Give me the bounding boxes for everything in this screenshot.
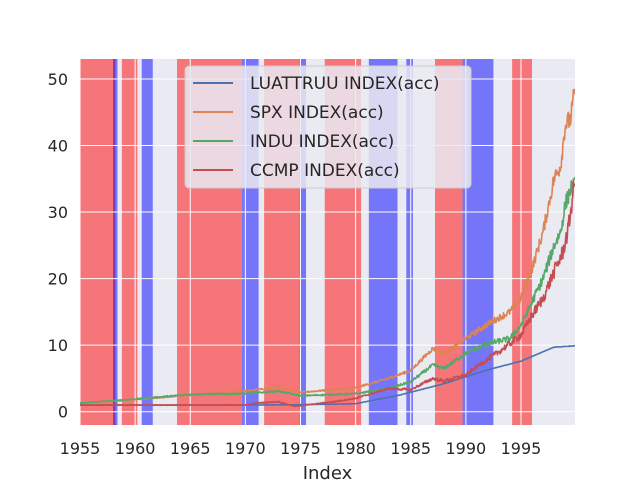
x-tick-label: 1965 (170, 439, 211, 458)
x-tick-label: 1995 (501, 439, 542, 458)
x-tick-label: 1970 (225, 439, 266, 458)
shaded-region-red (121, 59, 138, 425)
y-tick-label: 0 (58, 403, 68, 422)
y-tick-labels: 0 10 20 30 40 50 (48, 70, 68, 422)
x-tick-label: 1975 (280, 439, 321, 458)
x-tick-label: 1955 (60, 439, 101, 458)
y-tick-label: 40 (48, 137, 68, 156)
legend-label: CCMP INDEX(acc) (250, 161, 400, 181)
legend-label: INDU INDEX(acc) (250, 132, 394, 152)
legend-label: SPX INDEX(acc) (250, 103, 384, 123)
x-tick-label: 1990 (445, 439, 486, 458)
x-tick-labels: 1955 1960 1965 1970 1975 1980 1985 1990 1995 (60, 439, 542, 458)
y-tick-label: 10 (48, 336, 68, 355)
x-tick-label: 1980 (335, 439, 376, 458)
series-line-indu (80, 176, 575, 405)
legend-label: LUATTRUU INDEX(acc) (250, 74, 440, 94)
legend: LUATTRUU INDEX(acc) SPX INDEX(acc) INDU IN… (184, 65, 472, 189)
series-lines (80, 88, 575, 408)
y-tick-label: 30 (48, 203, 68, 222)
shaded-region-red (80, 59, 116, 425)
shaded-region-red (512, 59, 533, 425)
x-axis-title: Index (303, 463, 353, 480)
y-tick-label: 20 (48, 270, 68, 289)
series-line-ccmp (80, 179, 575, 408)
shaded-region-blue (141, 59, 153, 425)
shaded-region-blue (299, 59, 307, 425)
x-tick-label: 1960 (115, 439, 156, 458)
shaded-region-blue (406, 59, 413, 425)
legend-box (184, 65, 472, 189)
y-tick-label: 50 (48, 70, 68, 89)
shaded-region-blue (113, 59, 118, 425)
x-tick-label: 1985 (390, 439, 431, 458)
